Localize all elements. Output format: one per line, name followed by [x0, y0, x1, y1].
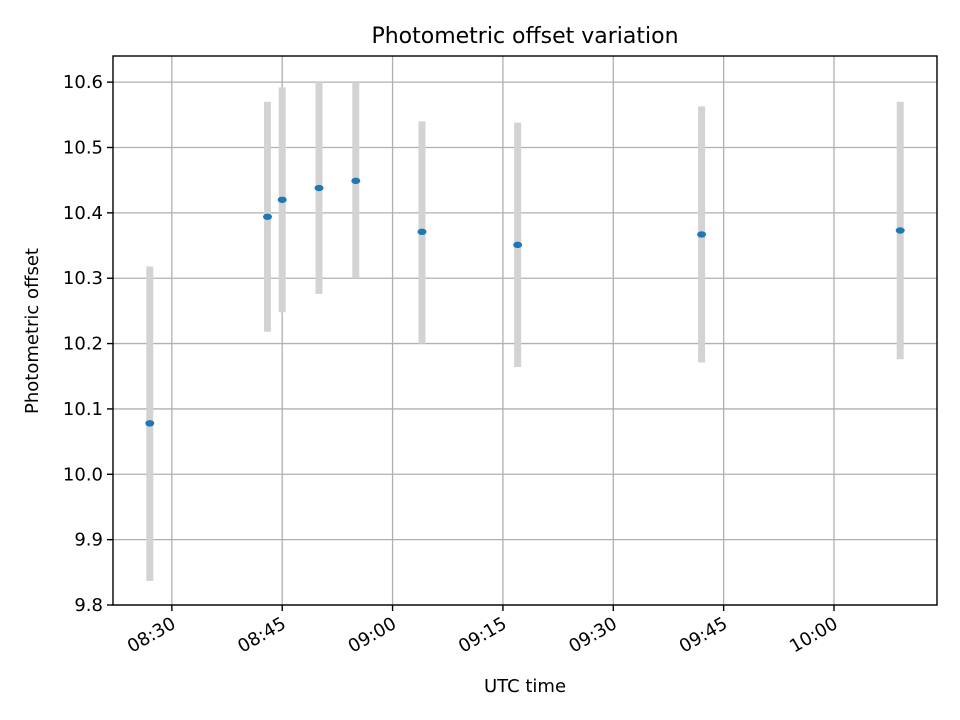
data-point — [895, 227, 905, 234]
plot-frame — [112, 55, 938, 606]
x-tick-label: 10:00 — [786, 613, 841, 657]
data-point — [263, 213, 272, 220]
x-tick-label: 08:30 — [124, 613, 179, 657]
x-tick-label: 09:00 — [345, 613, 400, 657]
x-tick-label: 09:15 — [455, 613, 510, 657]
y-axis-label: Photometric offset — [22, 248, 43, 414]
data-point — [351, 177, 361, 185]
y-tick-label: 9.9 — [74, 530, 103, 551]
data-point — [145, 420, 155, 427]
y-tick-label: 10.0 — [63, 464, 103, 485]
x-tick-label: 09:45 — [676, 613, 731, 657]
data-point — [697, 231, 707, 238]
x-axis-label: UTC time — [484, 676, 566, 697]
y-tick-label: 10.2 — [63, 334, 103, 355]
y-tick-label: 9.8 — [74, 595, 103, 616]
y-tick-label: 10.4 — [63, 203, 103, 224]
y-tick-label: 10.1 — [63, 399, 103, 420]
x-tick-label: 08:45 — [234, 613, 289, 657]
grid — [113, 56, 937, 606]
data-points — [145, 177, 905, 427]
x-tick-label: 09:30 — [565, 613, 620, 657]
data-point — [417, 228, 427, 236]
data-point — [277, 196, 287, 203]
data-point — [314, 184, 324, 192]
data-point — [513, 241, 523, 249]
y-tick-label: 10.3 — [63, 268, 103, 289]
axis-ticks: 08:30 08:45 09:00 09:15 09:30 09:45 10:00 9.8 9.… — [63, 72, 842, 657]
chart-title: Photometric offset variation — [371, 24, 678, 49]
y-tick-label: 10.5 — [63, 138, 103, 159]
error-bars — [146, 82, 904, 581]
y-tick-label: 10.6 — [63, 72, 103, 93]
